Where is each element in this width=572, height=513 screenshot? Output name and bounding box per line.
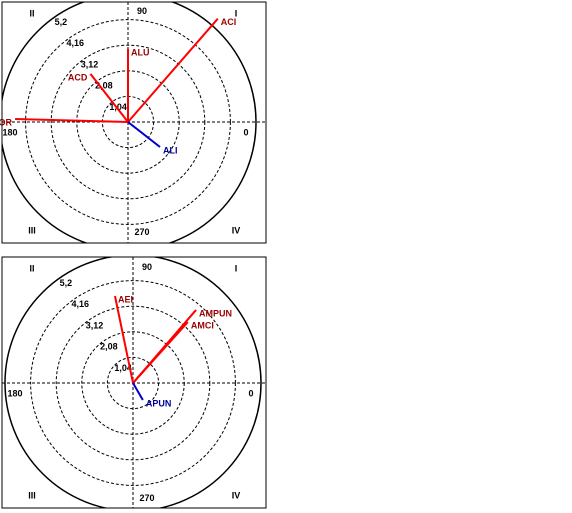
angle-tick-label: 0 — [243, 127, 248, 137]
ring — [106, 356, 160, 410]
ring — [30, 280, 236, 486]
angle-tick-label: 180 — [7, 388, 22, 398]
vector — [132, 382, 144, 401]
r-tick-label: 5,2 — [60, 278, 73, 288]
vector-label: AMCI — [191, 320, 214, 330]
ring — [50, 44, 206, 200]
angle-tick-label: 90 — [137, 6, 147, 16]
ring — [101, 95, 155, 149]
quadrant-label: II — [29, 263, 34, 273]
vector-label: ACD — [68, 72, 88, 82]
r-tick-label: 2,08 — [95, 81, 113, 91]
r-tick-label: 3,12 — [81, 59, 99, 69]
vector — [127, 121, 161, 148]
chart-frame — [1, 256, 267, 509]
angle-tick-label: 0 — [248, 388, 253, 398]
r-tick-label: 2,08 — [100, 342, 118, 352]
vector-label: APUN — [146, 398, 172, 408]
vector — [127, 18, 219, 123]
angle-tick-label: 90 — [142, 262, 152, 272]
chart-frame — [1, 1, 267, 244]
angle-tick-label: 270 — [134, 227, 149, 237]
ring — [55, 305, 211, 461]
r-tick-label: 4,16 — [66, 38, 84, 48]
angle-tick-label: 180 — [2, 127, 17, 137]
quadrant-label: III — [28, 490, 36, 500]
r-tick-label: 4,16 — [71, 299, 89, 309]
vector-label: ALI — [163, 145, 178, 155]
quadrant-label: I — [235, 263, 238, 273]
vector — [15, 118, 129, 123]
vector — [114, 295, 134, 384]
r-tick-label: 1,04 — [114, 363, 132, 373]
vector-label: ACI — [221, 17, 237, 27]
r-tick-label: 5,2 — [55, 17, 68, 27]
vector-label: ALU — [131, 47, 150, 57]
ring — [4, 257, 262, 508]
vector — [132, 321, 189, 384]
vector-label: AMPUN — [199, 308, 232, 318]
vector-label: APOR — [0, 117, 13, 127]
ring — [81, 331, 185, 435]
ring — [25, 19, 231, 225]
r-tick-label: 3,12 — [86, 320, 104, 330]
angle-tick-label: 270 — [139, 493, 154, 503]
ring — [2, 2, 257, 243]
quadrant-label: III — [28, 225, 36, 235]
vector — [89, 73, 129, 123]
quadrant-label: I — [235, 8, 238, 18]
quadrant-label: IV — [232, 490, 241, 500]
quadrant-label: II — [29, 8, 34, 18]
quadrant-label: IV — [232, 225, 241, 235]
r-tick-label: 1,04 — [109, 102, 127, 112]
vector-label: AEI — [118, 294, 133, 304]
